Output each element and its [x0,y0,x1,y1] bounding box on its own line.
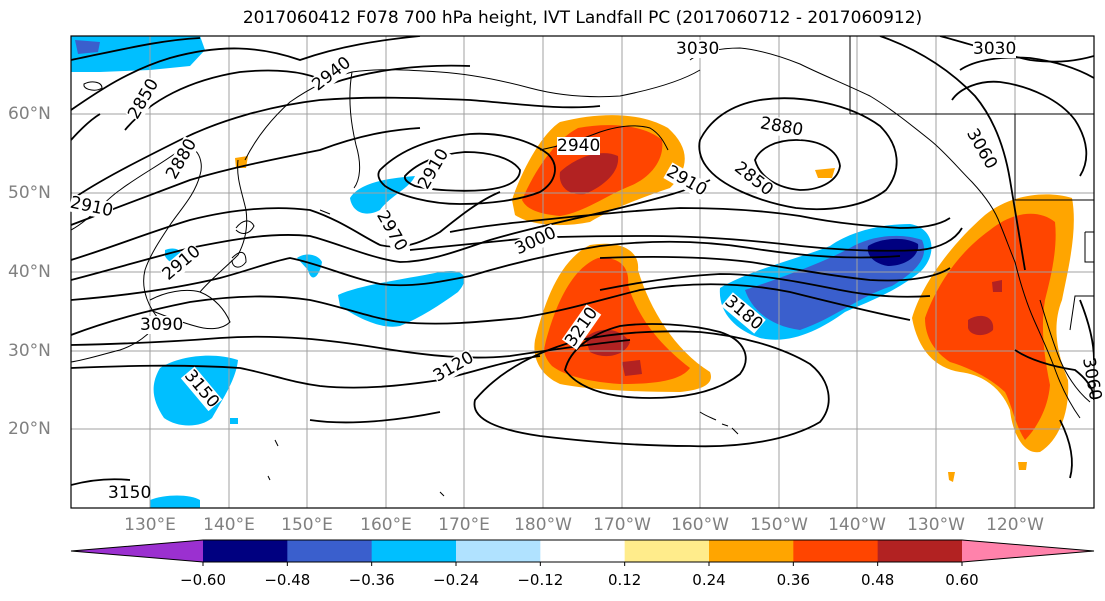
contour-label: 3030 [973,39,1017,59]
lon-label: 160°W [671,515,729,535]
colorbar-segment [624,540,710,562]
lon-label: 150°E [281,515,333,535]
colorbar-segment [287,540,373,562]
colorbar-tick-label: −0.24 [433,571,479,589]
lon-label: 150°W [750,515,808,535]
lon-label: 180°W [514,515,572,535]
contour-label: 3030 [676,39,720,59]
colorbar-extend-low [71,540,203,562]
ivt-positive-shading [235,115,1074,482]
colorbar-segment [793,540,879,562]
colorbar-segment [456,540,541,562]
colorbar-segment [709,540,794,562]
colorbar [70,539,1095,566]
contour-label: 2940 [557,136,601,156]
colorbar-segment [203,540,288,562]
colorbar-tick-label: 0.60 [945,571,979,589]
lon-label: 170°W [593,515,651,535]
contour-label: 3090 [140,315,184,335]
colorbar-tick-label: −0.60 [180,571,226,589]
colorbar-tick-label: 0.12 [607,571,642,589]
lat-label: 60°N [8,104,51,124]
colorbar-tick-label: 0.48 [860,571,895,589]
lon-label: 160°E [360,515,412,535]
colorbar-segment [371,540,457,562]
height-contours [71,36,1094,486]
lon-label: 120°W [986,515,1044,535]
contour-label: 3150 [108,483,152,503]
colorbar-tick-label: −0.36 [348,571,395,589]
lat-label: 40°N [8,262,51,282]
colorbar-segment [877,540,963,562]
lon-label: 140°W [828,515,886,535]
colorbar-tick-label: −0.12 [517,571,564,589]
colorbar-tick-label: 0.36 [776,571,811,589]
lat-lon-grid [71,36,1094,508]
lon-label: 130°E [124,515,176,535]
colorbar-extend-high [962,540,1094,562]
lat-label: 50°N [8,183,51,203]
map-title: 2017060412 F078 700 hPa height, IVT Land… [242,8,923,28]
lat-label: 20°N [8,419,51,439]
colorbar-segment [540,540,626,562]
lon-label: 140°E [203,515,255,535]
colorbar-tick-label: −0.48 [264,571,311,589]
lon-label: 170°E [438,515,490,535]
lat-label: 30°N [8,341,51,361]
map-frame [70,35,1095,509]
lon-label: 130°W [907,515,965,535]
colorbar-tick-label: 0.24 [692,571,726,589]
